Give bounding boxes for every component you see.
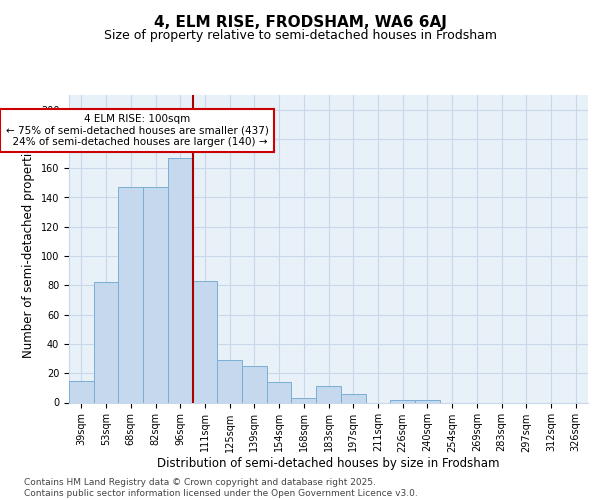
Text: 4 ELM RISE: 100sqm
← 75% of semi-detached houses are smaller (437)
  24% of semi: 4 ELM RISE: 100sqm ← 75% of semi-detache… xyxy=(5,114,268,147)
Bar xyxy=(118,187,143,402)
Bar xyxy=(267,382,292,402)
Bar xyxy=(143,187,168,402)
X-axis label: Distribution of semi-detached houses by size in Frodsham: Distribution of semi-detached houses by … xyxy=(157,457,500,470)
Bar xyxy=(292,398,316,402)
Bar xyxy=(69,380,94,402)
Bar xyxy=(415,400,440,402)
Bar xyxy=(390,400,415,402)
Bar xyxy=(168,158,193,402)
Text: 4, ELM RISE, FRODSHAM, WA6 6AJ: 4, ELM RISE, FRODSHAM, WA6 6AJ xyxy=(154,15,446,30)
Text: Size of property relative to semi-detached houses in Frodsham: Size of property relative to semi-detach… xyxy=(104,28,497,42)
Bar xyxy=(193,281,217,402)
Bar xyxy=(242,366,267,403)
Y-axis label: Number of semi-detached properties: Number of semi-detached properties xyxy=(22,140,35,358)
Bar xyxy=(341,394,365,402)
Bar xyxy=(94,282,118,403)
Bar xyxy=(217,360,242,403)
Text: Contains HM Land Registry data © Crown copyright and database right 2025.
Contai: Contains HM Land Registry data © Crown c… xyxy=(24,478,418,498)
Bar xyxy=(316,386,341,402)
